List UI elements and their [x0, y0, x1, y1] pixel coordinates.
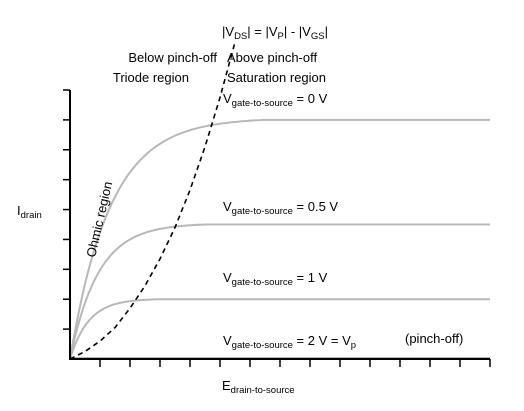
axes-group: [63, 89, 491, 367]
boundary-formula-part: | - |V: [284, 24, 311, 39]
y-axis-label-part: I: [17, 203, 21, 218]
series-label-0-part: V: [223, 91, 232, 106]
series-label-3-part: = 2 V = V: [293, 333, 351, 348]
series-label-0-part: = 0 V: [293, 91, 328, 106]
series-label-3: Vgate-to-source = 2 V = Vp: [223, 333, 356, 351]
series-label-3-sub: p: [351, 340, 356, 351]
x-axis-label-sub: drain-to-source: [231, 385, 295, 396]
boundary-formula-sub: GS: [311, 31, 325, 42]
series-label-2-part: = 1 V: [293, 270, 328, 285]
series-label-1: Vgate-to-source = 0.5 V: [223, 199, 338, 217]
saturation-region-label: Saturation region: [227, 70, 326, 85]
series-label-2-part: V: [223, 270, 232, 285]
y-axis-label-sub: drain: [21, 210, 42, 221]
x-axis-label: Edrain-to-source: [222, 378, 295, 396]
curve-1: [69, 223, 490, 360]
below-pinchoff-label: Below pinch-off: [128, 50, 217, 65]
boundary-formula: |VDS| = |VP| - |VGS|: [222, 24, 328, 42]
label-group: Idrain Edrain-to-source Vgate-to-source = …: [17, 24, 463, 396]
ohmic-region-label: Ohmic region: [83, 180, 115, 259]
series-label-1-sub: gate-to-source: [232, 206, 293, 217]
series-label-1-part: = 0.5 V: [293, 199, 338, 214]
series-label-3-part: V: [223, 333, 232, 348]
curve-2: [69, 298, 491, 360]
boundary-formula-sub: DS: [234, 31, 247, 42]
boundary-formula-part: |: [325, 24, 328, 39]
pinchoff-boundary-line: [69, 41, 236, 360]
series-label-1-part: V: [223, 199, 232, 214]
series-label-2: Vgate-to-source = 1 V: [223, 270, 328, 288]
boundary-formula-sub: P: [278, 31, 284, 42]
y-axis-label: Idrain: [17, 203, 42, 221]
above-pinchoff-label: Above pinch-off: [227, 50, 317, 65]
curve-0: [69, 118, 491, 360]
series-label-2-sub: gate-to-source: [232, 277, 293, 288]
triode-region-label: Triode region: [113, 70, 189, 85]
boundary-formula-part: |V: [222, 24, 234, 39]
series-label-0-sub: gate-to-source: [232, 98, 293, 109]
pinchoff-note: (pinch-off): [405, 331, 463, 346]
series-label-3-sub: gate-to-source: [232, 340, 293, 351]
boundary-formula-part: | = |V: [247, 24, 278, 39]
pinchoff-boundary-group: [69, 41, 236, 360]
curve-group: [69, 118, 491, 360]
series-label-0: Vgate-to-source = 0 V: [223, 91, 328, 109]
x-axis-label-part: E: [222, 378, 231, 393]
